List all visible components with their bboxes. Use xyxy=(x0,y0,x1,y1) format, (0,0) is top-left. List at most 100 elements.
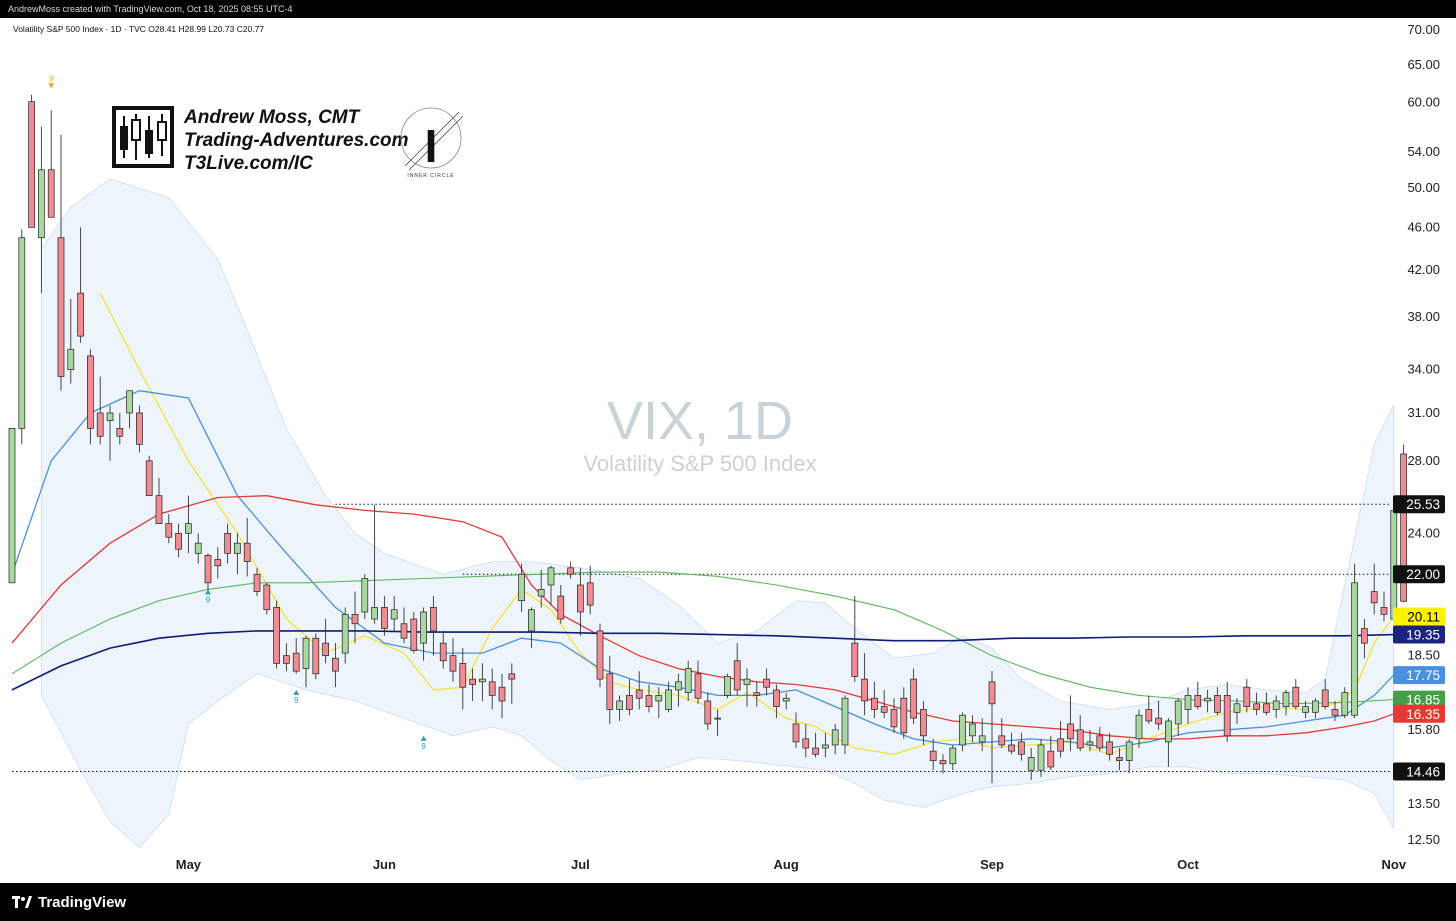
price-label-bg xyxy=(1393,762,1445,781)
candle-body xyxy=(1125,741,1133,761)
price-label-text: 16.85 xyxy=(1406,693,1440,708)
candle-body xyxy=(900,697,908,734)
candle-body xyxy=(381,607,388,629)
price-tick-label: 65.00 xyxy=(1407,57,1440,72)
time-tick-label: Nov xyxy=(1382,857,1407,872)
candle xyxy=(185,495,192,554)
candle-body xyxy=(430,607,437,632)
candle-body xyxy=(851,642,859,677)
candle xyxy=(381,596,388,636)
candle xyxy=(1370,563,1378,615)
candle-body xyxy=(773,689,780,707)
price-label-text: 25.53 xyxy=(1406,497,1440,512)
candle xyxy=(851,596,859,682)
candle xyxy=(1106,732,1113,761)
candle xyxy=(1233,698,1241,724)
price-label-box: 14.46 xyxy=(1393,762,1445,781)
marker-count: 9 xyxy=(206,595,211,604)
candle-body xyxy=(302,637,310,669)
candle xyxy=(1165,718,1172,767)
candle xyxy=(292,638,300,674)
candle xyxy=(910,668,917,724)
candle-body xyxy=(537,589,545,597)
candle xyxy=(1302,700,1309,719)
candle xyxy=(322,619,329,664)
candle xyxy=(410,612,418,654)
candle xyxy=(204,553,212,592)
price-label-box: 17.75 xyxy=(1393,666,1445,685)
candle-body xyxy=(988,681,996,705)
candle xyxy=(420,607,427,661)
vix-candlestick-chart[interactable]: 9 9 9 9 70.00 65.00 60.00 54.00 50.00 46.00 42.00… xyxy=(0,18,1456,883)
candle-body xyxy=(822,744,829,749)
price-label-text: 16.35 xyxy=(1406,707,1440,722)
price-label-text: 22.00 xyxy=(1406,567,1440,582)
candle xyxy=(714,709,721,736)
chart-frame[interactable]: Volatility S&P 500 Index · 1D · TVC O28.… xyxy=(0,18,1456,883)
candle-body xyxy=(1008,744,1015,752)
candle xyxy=(1155,700,1162,730)
tradingview-logo[interactable]: TradingView xyxy=(12,894,126,911)
price-label-box: 20.11 xyxy=(1393,607,1445,626)
candle-body xyxy=(949,747,957,765)
price-tick-label: 60.00 xyxy=(1407,94,1440,109)
candle-body xyxy=(782,697,790,702)
candle xyxy=(782,692,790,710)
candle-body xyxy=(224,532,231,554)
candle-body xyxy=(136,412,143,445)
candle-body xyxy=(1331,709,1339,716)
price-tick-label: 50.00 xyxy=(1407,180,1440,195)
candle-body xyxy=(998,735,1006,746)
candle-body xyxy=(547,567,555,586)
candle xyxy=(900,687,908,739)
candle xyxy=(920,700,927,745)
candle-body xyxy=(116,428,124,437)
marker-arrow-icon xyxy=(293,689,300,695)
symbol-legend: Volatility S&P 500 Index · 1D · TVC O28.… xyxy=(13,24,265,34)
candle-body xyxy=(1272,700,1280,710)
candle-body xyxy=(47,169,55,218)
price-axis[interactable]: 70.00 65.00 60.00 54.00 50.00 46.00 42.00 38.00… xyxy=(1407,22,1440,847)
candle xyxy=(145,455,153,497)
candle-body xyxy=(263,584,271,611)
candle-body xyxy=(733,660,741,691)
footer-bar: TradingView xyxy=(0,883,1456,921)
candle xyxy=(1047,735,1055,771)
candle-body xyxy=(1076,729,1084,749)
time-axis[interactable]: May Jun Jul Aug Sep Oct Nov xyxy=(176,857,1407,872)
candle xyxy=(1282,689,1290,716)
candle xyxy=(488,668,496,710)
candle xyxy=(1096,726,1104,752)
candle xyxy=(224,523,231,564)
candle-body xyxy=(1233,703,1241,713)
candle xyxy=(1116,748,1123,771)
candle xyxy=(988,671,996,784)
candle-body xyxy=(498,686,506,702)
watermark-symbol: VIX, 1D xyxy=(606,391,794,451)
candle-body xyxy=(371,607,378,620)
price-label-box: 22.00 xyxy=(1393,565,1445,584)
candle-body xyxy=(185,523,192,534)
candle xyxy=(547,565,555,606)
candle-body xyxy=(1204,697,1211,702)
candle xyxy=(194,533,202,564)
candle-body xyxy=(28,101,35,228)
price-tick-label: 12.50 xyxy=(1407,832,1440,847)
candle xyxy=(96,376,104,445)
marker-count: 9 xyxy=(49,74,54,83)
candle-body xyxy=(332,657,339,672)
candle-body xyxy=(1174,700,1182,725)
candle-body xyxy=(1282,692,1290,707)
marker-count: 9 xyxy=(294,696,299,705)
candle xyxy=(1380,591,1388,622)
candle xyxy=(518,563,525,613)
candle xyxy=(822,732,829,758)
candle xyxy=(116,412,124,445)
time-tick-label: May xyxy=(176,857,202,872)
marker-arrow-icon xyxy=(420,735,427,741)
bollinger-band-area xyxy=(41,178,1395,849)
candle xyxy=(1067,695,1074,752)
candle-body xyxy=(1380,607,1388,615)
candle xyxy=(753,681,761,707)
candle-body xyxy=(1037,744,1045,771)
